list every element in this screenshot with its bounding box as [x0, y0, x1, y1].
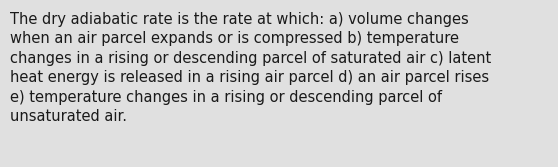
Text: The dry adiabatic rate is the rate at which: a) volume changes
when an air parce: The dry adiabatic rate is the rate at wh…	[10, 12, 491, 124]
